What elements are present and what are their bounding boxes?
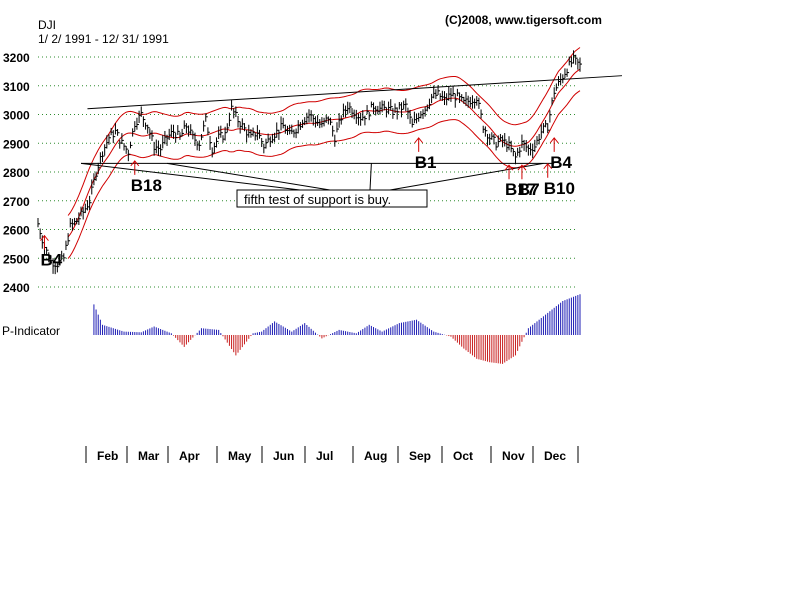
symbol-title: DJI xyxy=(38,18,56,32)
month-label: Sep xyxy=(409,449,431,463)
signal-label: B1 xyxy=(415,153,437,172)
month-label: Mar xyxy=(138,449,160,463)
month-label: Oct xyxy=(453,449,473,463)
signal-arrow xyxy=(504,164,514,180)
signal-arrow xyxy=(414,137,424,152)
y-tick-label: 3200 xyxy=(3,51,30,65)
bollinger-bands xyxy=(67,47,581,259)
gridlines xyxy=(38,56,578,288)
y-tick-label: 2900 xyxy=(3,137,30,151)
date-range: 1/ 2/ 1991 - 12/ 31/ 1991 xyxy=(38,32,169,46)
signal-label: B10 xyxy=(544,179,575,198)
y-tick-label: 2600 xyxy=(3,224,30,238)
signal-arrow xyxy=(549,137,559,152)
y-tick-label: 2700 xyxy=(3,195,30,209)
y-tick-label: 2500 xyxy=(3,252,30,266)
signal-arrow xyxy=(543,162,553,178)
y-tick-label: 2400 xyxy=(3,281,30,295)
copyright: (C)2008, www.tigersoft.com xyxy=(445,13,602,27)
signal-arrow xyxy=(130,160,140,175)
signal-arrow xyxy=(517,164,527,180)
y-axis-ticks: 2400 2500 2600 2700 2800 2900 3000 3100 3200 xyxy=(3,51,30,295)
callout-connector xyxy=(80,162,301,191)
month-label: Jun xyxy=(273,449,294,463)
month-axis: Feb Mar Apr May Jun Jul Aug Sep Oct Nov Dec xyxy=(85,446,579,463)
month-label: Feb xyxy=(97,449,118,463)
callout-connector xyxy=(369,163,372,191)
month-label: Apr xyxy=(179,449,200,463)
month-label: Aug xyxy=(364,449,387,463)
signal-label: B18 xyxy=(131,176,162,195)
signal-label: B4 xyxy=(40,251,62,270)
p-indicator-histogram xyxy=(93,294,581,364)
signal-label: B4 xyxy=(550,153,572,172)
y-tick-label: 3100 xyxy=(3,80,30,94)
month-label: Nov xyxy=(502,449,525,463)
signal-label: B17 xyxy=(505,180,536,199)
signal-label: B7 xyxy=(518,180,540,199)
callout-text: fifth test of support is buy. xyxy=(244,192,391,207)
resistance-trendline xyxy=(87,75,623,110)
y-tick-label: 3000 xyxy=(3,109,30,123)
callout-connector xyxy=(166,162,331,191)
month-label: Jul xyxy=(316,449,333,463)
band-lower xyxy=(67,90,581,259)
y-tick-label: 2800 xyxy=(3,166,30,180)
p-indicator-label: P-Indicator xyxy=(2,324,60,338)
trendlines xyxy=(80,75,623,191)
callout-connector xyxy=(389,162,544,191)
price-bars xyxy=(37,50,582,275)
month-label: Dec xyxy=(544,449,566,463)
month-label: May xyxy=(228,449,252,463)
callout-box xyxy=(236,189,428,208)
signal-arrow xyxy=(40,234,49,250)
band-upper xyxy=(67,47,581,216)
